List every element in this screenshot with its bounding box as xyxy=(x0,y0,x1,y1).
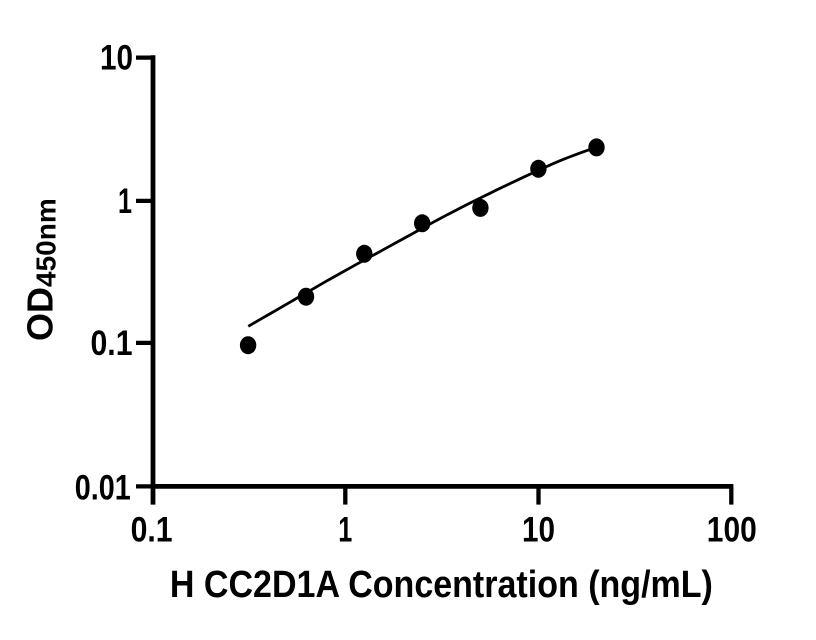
svg-text:0.1: 0.1 xyxy=(131,511,173,550)
svg-text:OD450nm: OD450nm xyxy=(20,198,62,341)
svg-text:1: 1 xyxy=(338,511,352,550)
svg-text:0.1: 0.1 xyxy=(91,324,133,363)
svg-text:10: 10 xyxy=(522,511,555,550)
svg-text:10: 10 xyxy=(100,39,133,78)
svg-text:0.01: 0.01 xyxy=(75,468,131,507)
svg-text:100: 100 xyxy=(707,511,757,550)
svg-text:H CC2D1A Concentration (ng/mL): H CC2D1A Concentration (ng/mL) xyxy=(170,564,713,606)
svg-text:1: 1 xyxy=(118,182,132,221)
